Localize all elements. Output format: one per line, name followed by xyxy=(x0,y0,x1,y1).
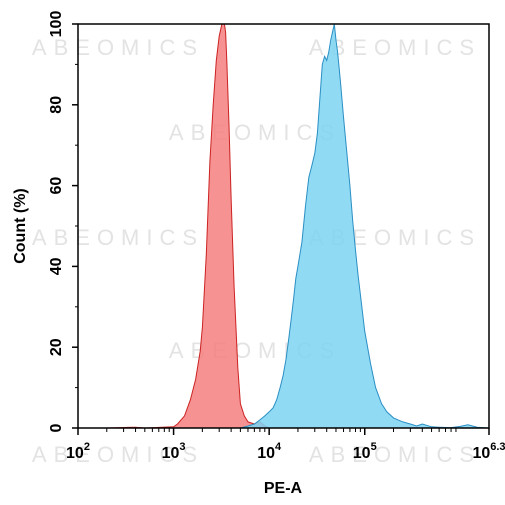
y-tick-label: 60 xyxy=(48,177,65,195)
y-tick-label: 20 xyxy=(48,338,65,356)
y-axis-title: Count (%) xyxy=(12,188,29,264)
watermark-layer: ABEOMICS ABEOMICS ABEOMICS ABEOMICS ABEOMICS… xyxy=(32,35,481,467)
histogram-outline-1 xyxy=(78,23,298,429)
watermark-text: ABEOMICS xyxy=(32,442,204,467)
x-tick-label: 106.3 xyxy=(472,441,505,462)
histogram-fill-2 xyxy=(240,24,489,428)
watermark-text: ABEOMICS xyxy=(309,442,481,467)
y-tick-label: 80 xyxy=(48,96,65,114)
y-tick-label: 0 xyxy=(48,423,65,432)
watermark-text: ABEOMICS xyxy=(32,35,204,60)
y-tick-label: 40 xyxy=(48,257,65,275)
y-tick-label: 100 xyxy=(48,11,65,38)
y-axis-ticks: 0 20 40 60 80 100 xyxy=(48,11,78,432)
x-tick-label: 104 xyxy=(257,441,282,462)
x-axis-title: PE-A xyxy=(264,480,303,497)
watermark-text: ABEOMICS xyxy=(32,225,204,250)
watermark-text: ABEOMICS xyxy=(169,120,341,145)
